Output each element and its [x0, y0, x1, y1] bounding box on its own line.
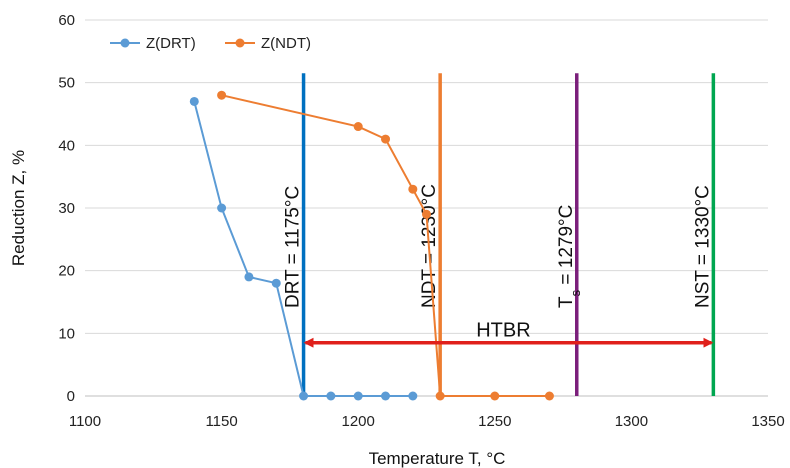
y-tick-label-40: 40	[58, 137, 75, 154]
legend-label-1: Z(DRT)	[146, 35, 196, 52]
series-2-point-6	[436, 392, 445, 401]
y-tick-label-60: 60	[58, 12, 75, 29]
reference-lines: DRT = 1175°C NDT = 1230°C Ts = 1279°C NST =…	[283, 73, 714, 396]
series	[190, 91, 554, 401]
htbr-range: HTBR	[306, 320, 712, 343]
y-tick-label-50: 50	[58, 75, 75, 92]
series-1-point-3	[244, 272, 253, 281]
series-2-point-7	[490, 392, 499, 401]
series-1-point-7	[354, 392, 363, 401]
series-1-point-9	[408, 392, 417, 401]
x-tick-label-1100: 1100	[69, 413, 101, 430]
x-tick-label-1300: 1300	[615, 413, 648, 430]
series-2-point-8	[545, 392, 554, 401]
series-2-point-2	[354, 122, 363, 131]
y-tick-label-30: 30	[58, 200, 75, 217]
x-tick-label-1200: 1200	[342, 413, 375, 430]
y-axis-title: Reduction Z, %	[9, 150, 28, 266]
series-2-point-3	[381, 135, 390, 144]
x-tick-label-1350: 1350	[751, 413, 784, 430]
y-tick-label-10: 10	[58, 325, 75, 342]
x-axis-title: Temperature T, °C	[369, 449, 506, 468]
x-tick-label-1150: 1150	[205, 413, 237, 430]
series-1-point-5	[299, 392, 308, 401]
legend: Z(DRT) Z(NDT)	[110, 35, 311, 52]
series-2-point-5	[422, 210, 431, 219]
series-1-point-4	[272, 279, 281, 288]
legend-marker-2	[236, 39, 245, 48]
reference-label-1: DRT = 1175°C	[283, 186, 304, 308]
series-1-point-1	[190, 97, 199, 106]
htbr-label: HTBR	[476, 320, 530, 342]
x-tick-label-1250: 1250	[478, 413, 511, 430]
legend-label-2: Z(NDT)	[261, 35, 311, 52]
series-2-point-1	[217, 91, 226, 100]
series-1-point-8	[381, 392, 390, 401]
legend-marker-1	[121, 39, 130, 48]
y-tick-label-20: 20	[58, 263, 75, 280]
series-1-point-2	[217, 204, 226, 213]
series-1-point-6	[326, 392, 335, 401]
y-tick-label-0: 0	[67, 388, 75, 405]
series-2-point-4	[408, 185, 417, 194]
reference-label-4: NST = 1330°C	[692, 185, 713, 308]
